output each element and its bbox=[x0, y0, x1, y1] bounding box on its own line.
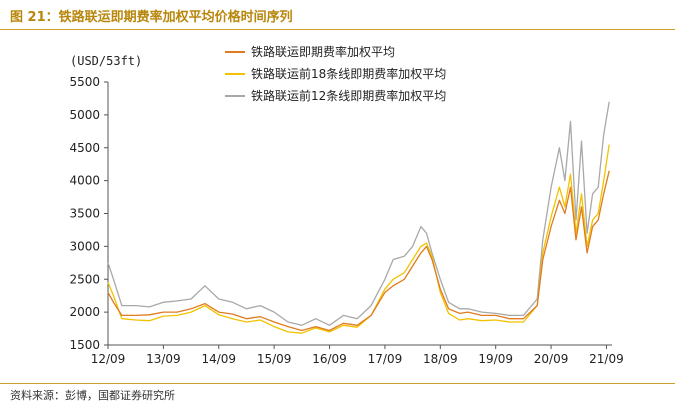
y-tick-label: 4000 bbox=[69, 174, 100, 188]
title-divider bbox=[0, 29, 675, 30]
line-chart: 1500 2000 2500 3000 3500 4000 4500 5000 5500 12/0… bbox=[69, 44, 623, 366]
x-tick-label: 12/09 bbox=[91, 352, 126, 366]
chart-legend: 铁路联运即期费率加权平均铁路联运前18条线即期费率加权平均铁路联运前12条线即期… bbox=[225, 44, 446, 103]
y-tick-label: 2500 bbox=[69, 272, 100, 286]
y-tick-label: 3500 bbox=[69, 207, 100, 221]
series-line-1 bbox=[107, 144, 610, 334]
chart-axes: 1500 2000 2500 3000 3500 4000 4500 5000 5500 12/0… bbox=[69, 75, 623, 366]
x-tick-label: 20/09 bbox=[534, 352, 569, 366]
x-tick-label: 19/09 bbox=[478, 352, 513, 366]
footer-divider bbox=[0, 383, 675, 384]
x-tick-label: 21/09 bbox=[589, 352, 624, 366]
y-tick-label: 3000 bbox=[69, 239, 100, 253]
legend-label-1: 铁路联运前18条线即期费率加权平均 bbox=[251, 66, 446, 81]
chart-series bbox=[107, 101, 610, 334]
legend-label-0: 铁路联运即期费率加权平均 bbox=[251, 44, 395, 59]
x-tick-label: 16/09 bbox=[312, 352, 347, 366]
y-tick-label: 2000 bbox=[69, 305, 100, 319]
y-tick-label: 5500 bbox=[69, 75, 100, 89]
x-tick-label: 18/09 bbox=[423, 352, 458, 366]
y-tick-label: 4500 bbox=[69, 141, 100, 155]
series-line-2 bbox=[107, 101, 610, 326]
x-tick-label: 17/09 bbox=[368, 352, 403, 366]
y-unit-label: (USD/53ft) bbox=[70, 54, 142, 68]
x-tick-label: 14/09 bbox=[201, 352, 236, 366]
y-tick-label: 5000 bbox=[69, 108, 100, 122]
source-note: 资料来源：彭博，国都证券研究所 bbox=[10, 389, 175, 402]
x-tick-label: 15/09 bbox=[257, 352, 292, 366]
figure-title: 图 21：铁路联运即期费率加权平均价格时间序列 bbox=[10, 10, 293, 25]
series-line-0 bbox=[107, 170, 610, 332]
legend-label-2: 铁路联运前12条线即期费率加权平均 bbox=[251, 88, 446, 103]
x-tick-label: 13/09 bbox=[146, 352, 181, 366]
y-tick-label: 1500 bbox=[69, 338, 100, 352]
